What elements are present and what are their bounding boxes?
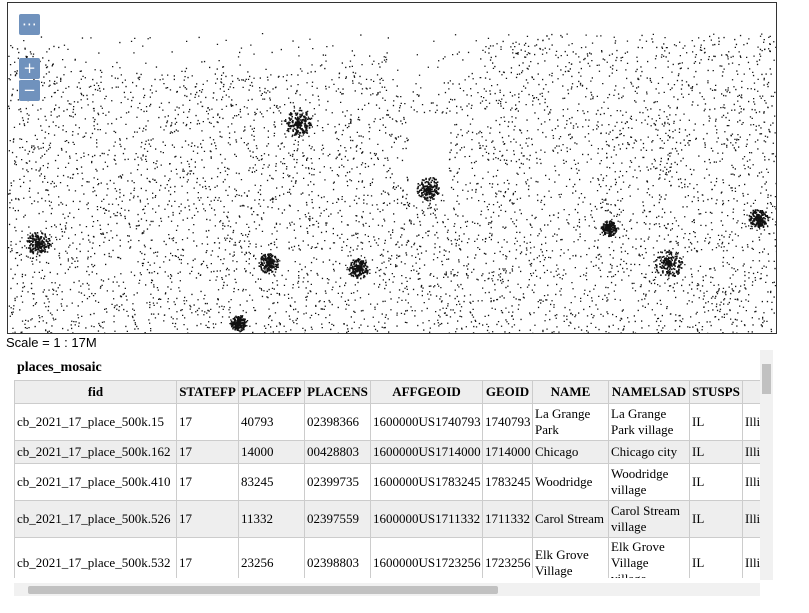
scroll-thumb[interactable]: [28, 586, 498, 594]
attribute-table: fid STATEFP PLACEFP PLACENS AFFGEOID GEOID NAM…: [14, 380, 760, 578]
column-header: NAMELSAD: [608, 380, 690, 404]
table-cell: 1740793: [482, 403, 533, 441]
table-cell: cb_2021_17_place_500k.526: [14, 500, 177, 538]
vertical-scrollbar[interactable]: [760, 350, 773, 580]
table-cell: 17: [176, 537, 239, 578]
table-cell: 83245: [238, 463, 305, 501]
table-cell: 23256: [238, 537, 305, 578]
table-cell: 1600000US1711332: [370, 500, 483, 538]
menu-button[interactable]: ⋯: [19, 14, 40, 35]
table-row: cb_2021_17_place_500k.15 17 40793 02398366 1…: [14, 403, 760, 441]
column-header: NAME: [532, 380, 609, 404]
table-cell: IL: [689, 403, 743, 441]
table-cell: 1714000: [482, 440, 533, 464]
column-header: AFFGEOID: [370, 380, 483, 404]
table-cell: Illi: [742, 463, 760, 501]
table-cell: Carol Stream: [532, 500, 609, 538]
table-cell: 1600000US1783245: [370, 463, 483, 501]
table-cell: 1723256: [482, 537, 533, 578]
column-header: PLACEFP: [238, 380, 305, 404]
table-cell: 17: [176, 440, 239, 464]
table-cell: 00428803: [304, 440, 371, 464]
table-viewport: fid STATEFP PLACEFP PLACENS AFFGEOID GEOID NAM…: [14, 380, 760, 578]
table-cell: 1783245: [482, 463, 533, 501]
table-cell: Illi: [742, 403, 760, 441]
table-cell: 02399735: [304, 463, 371, 501]
table-cell: Illi: [742, 500, 760, 538]
table-cell: La Grange Park: [532, 403, 609, 441]
column-header: ST: [742, 380, 760, 404]
table-cell: 02398366: [304, 403, 371, 441]
table-cell: 1600000US1723256: [370, 537, 483, 578]
table-cell: 02398803: [304, 537, 371, 578]
table-cell: 17: [176, 463, 239, 501]
zoom-out-button[interactable]: −: [19, 80, 40, 101]
table-cell: Illi: [742, 440, 760, 464]
table-cell: 02397559: [304, 500, 371, 538]
table-cell: 1600000US1740793: [370, 403, 483, 441]
table-cell: IL: [689, 500, 743, 538]
scroll-thumb[interactable]: [762, 364, 771, 394]
table-cell: IL: [689, 463, 743, 501]
table-row: cb_2021_17_place_500k.162 17 14000 00428803…: [14, 440, 760, 464]
table-cell: 40793: [238, 403, 305, 441]
table-cell: cb_2021_17_place_500k.162: [14, 440, 177, 464]
table-cell: 11332: [238, 500, 305, 538]
attribute-panel: places_mosaic fid STATEFP PLACEFP PLACENS AF…: [7, 350, 773, 598]
map-canvas: [8, 33, 776, 333]
table-cell: Illi: [742, 537, 760, 578]
scale-label: Scale = 1 : 17M: [6, 335, 97, 350]
column-header: STUSPS: [689, 380, 743, 404]
table-row: cb_2021_17_place_500k.532 17 23256 02398803…: [14, 537, 760, 578]
table-cell: Elk Grove Village: [532, 537, 609, 578]
column-header: PLACENS: [304, 380, 371, 404]
table-cell: cb_2021_17_place_500k.410: [14, 463, 177, 501]
table-cell: Elk Grove Village village: [608, 537, 690, 578]
table-cell: IL: [689, 440, 743, 464]
table-cell: Chicago city: [608, 440, 690, 464]
table-cell: Woodridge village: [608, 463, 690, 501]
horizontal-scrollbar[interactable]: [14, 583, 760, 596]
table-cell: 1600000US1714000: [370, 440, 483, 464]
zoom-in-button[interactable]: +: [19, 58, 40, 79]
table-row: cb_2021_17_place_500k.410 17 83245 02399735…: [14, 463, 760, 501]
table-cell: cb_2021_17_place_500k.532: [14, 537, 177, 578]
table-cell: 17: [176, 500, 239, 538]
map-view[interactable]: ⋯ + −: [7, 2, 777, 334]
table-cell: cb_2021_17_place_500k.15: [14, 403, 177, 441]
column-header: fid: [14, 380, 177, 404]
column-header: GEOID: [482, 380, 533, 404]
layer-title: places_mosaic: [17, 360, 102, 375]
table-cell: IL: [689, 537, 743, 578]
table-cell: 14000: [238, 440, 305, 464]
table-cell: Carol Stream village: [608, 500, 690, 538]
table-cell: Woodridge: [532, 463, 609, 501]
table-cell: Chicago: [532, 440, 609, 464]
table-row: cb_2021_17_place_500k.526 17 11332 02397559…: [14, 500, 760, 538]
table-cell: 17: [176, 403, 239, 441]
map-features: [8, 33, 776, 333]
table-cell: 1711332: [482, 500, 533, 538]
header-row: fid STATEFP PLACEFP PLACENS AFFGEOID GEOID NAM…: [14, 380, 760, 404]
column-header: STATEFP: [176, 380, 239, 404]
table-cell: La Grange Park village: [608, 403, 690, 441]
